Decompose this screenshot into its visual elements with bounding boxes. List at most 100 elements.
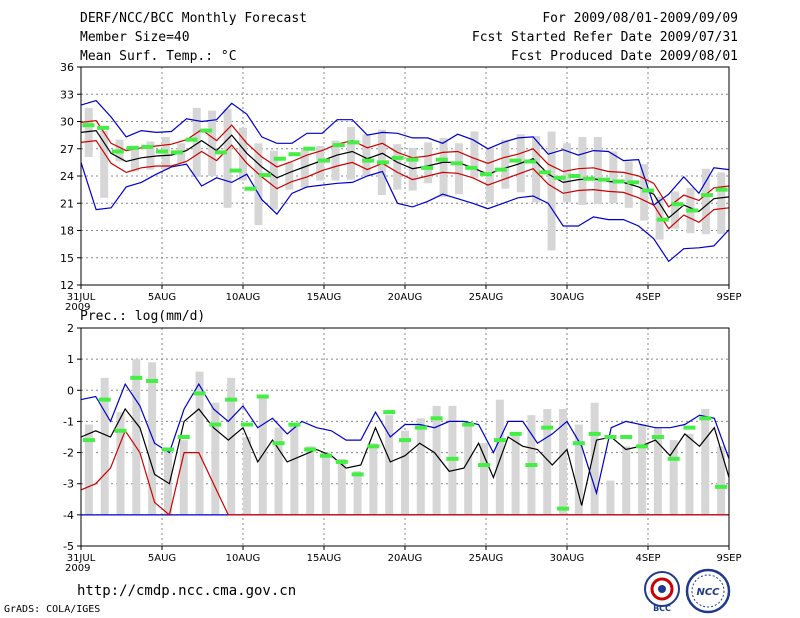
temperature-range-bar (300, 149, 309, 188)
temperature-obs-mark (229, 168, 242, 173)
temperature-variable-label: Mean Surf. Temp.: °C (80, 49, 237, 64)
precipitation-obs-mark (478, 463, 491, 468)
temperature-range-bar (578, 136, 587, 206)
precipitation-lower-line (80, 429, 729, 516)
precipitation-obs-mark (509, 431, 522, 436)
temperature-lower-line (80, 139, 730, 230)
precipitation-range-bar (274, 427, 283, 515)
forecast-start-date-label: Fcst Started Refer Date 2009/07/31 (471, 30, 738, 45)
temperature-obs-mark (170, 150, 183, 155)
precipitation-obs-mark (636, 444, 649, 449)
temperature-ytick-label: 18 (60, 225, 74, 238)
ncc-logo-text: NCC (696, 587, 720, 598)
precipitation-range-bar (242, 437, 251, 515)
temperature-xtick-label: 15AUG (307, 292, 342, 303)
source-url[interactable]: http://cmdp.ncc.cma.gov.cn (77, 583, 297, 599)
temperature-obs-mark (259, 173, 272, 178)
temperature-panel: 12 15 18 21 24 27 30 33 36 31JUL 5AUG 10AUG 15AUG 20A… (60, 61, 742, 313)
temperature-obs-mark (612, 179, 625, 184)
precipitation-obs-mark (114, 428, 127, 433)
chart-product-title: DERF/NCC/BCC Monthly Forecast (80, 11, 307, 26)
precipitation-range-bar (464, 424, 473, 515)
temperature-range-bar (285, 162, 294, 190)
temperature-range-bar (424, 142, 433, 184)
temperature-range-bar (146, 141, 155, 170)
precipitation-obs-mark (256, 394, 269, 399)
temperature-range-bar (547, 131, 556, 251)
temperature-range-bar (100, 130, 109, 198)
precipitation-range-bar (211, 402, 220, 515)
temperature-obs-mark (597, 177, 610, 182)
precipitation-range-bar (195, 371, 204, 515)
precipitation-obs-mark (335, 459, 348, 464)
temperature-range-bar (563, 143, 571, 203)
temperature-range-bar (316, 146, 325, 181)
precipitation-obs-mark (588, 431, 601, 436)
temperature-obs-mark (538, 170, 551, 175)
temperature-xtick-label: 20AUG (388, 292, 423, 303)
precipitation-obs-mark (683, 425, 696, 430)
temperature-xtick-label: 9SEP (716, 292, 741, 303)
precipitation-xtick-label: 4SEP (635, 553, 660, 564)
temperature-range-bar (609, 151, 618, 204)
temperature-obs-mark (494, 167, 507, 172)
temperature-obs-mark (332, 143, 345, 148)
temperature-obs-mark (480, 172, 492, 177)
temperature-xyear-label: 2009 (65, 302, 90, 313)
precipitation-obs-mark (351, 472, 364, 477)
temperature-range-bar (593, 136, 602, 205)
temperature-ytick-label: 33 (60, 88, 74, 101)
temperature-obs-mark (406, 157, 419, 162)
temperature-obs-mark (347, 140, 360, 145)
precipitation-range-bar (685, 433, 694, 515)
precipitation-obs-mark (288, 422, 301, 427)
temperature-range-bar (439, 137, 448, 197)
temperature-obs-mark (509, 158, 522, 163)
precipitation-obs-mark (446, 456, 459, 461)
precipitation-obs-mark (493, 438, 506, 443)
temperature-range-bar (239, 127, 247, 181)
temperature-obs-mark (465, 165, 478, 170)
precipitation-range-bar (511, 433, 520, 515)
precipitation-ytick-label: 1 (67, 353, 74, 366)
precipitation-range-bar (84, 424, 93, 515)
precipitation-obs-mark (414, 425, 427, 430)
precipitation-obs-mark (572, 441, 585, 446)
precipitation-range-bar (116, 412, 125, 515)
precipitation-range-bar (669, 440, 678, 515)
precipitation-range-bar (132, 359, 141, 515)
precipitation-range-bar (148, 362, 157, 515)
temperature-range-bar (624, 161, 633, 208)
temperature-obs-mark (553, 175, 566, 180)
precipitation-obs-mark (367, 444, 380, 449)
temperature-obs-mark (450, 161, 463, 166)
member-size-label: Member Size=40 (80, 30, 190, 45)
precipitation-variable-label: Prec.: log(mm/d) (80, 309, 206, 324)
precipitation-range-bar (543, 408, 552, 515)
temperature-obs-mark (671, 202, 684, 207)
precipitation-max-line (80, 382, 730, 496)
precipitation-obs-mark (541, 425, 554, 430)
temperature-obs-mark (421, 165, 434, 170)
temperature-obs-mark (244, 186, 257, 191)
bcc-logo: BCC (644, 571, 680, 613)
temperature-obs-mark (391, 155, 404, 160)
precipitation-obs-mark (651, 435, 664, 439)
precipitation-range-bar (432, 405, 441, 515)
precipitation-range-bar (385, 415, 394, 515)
temperature-range-bar (470, 131, 479, 178)
precipitation-obs-mark (699, 416, 712, 421)
precipitation-range-bar (638, 424, 647, 515)
precipitation-ytick-label: -2 (63, 447, 74, 460)
temperature-xtick-label: 30AUG (550, 292, 585, 303)
temperature-obs-mark (126, 145, 139, 150)
precipitation-range-bar (416, 418, 425, 515)
temperature-range-bar (254, 143, 263, 226)
temperature-range-bar (84, 107, 93, 157)
precipitation-obs-mark (462, 422, 475, 427)
precipitation-obs-mark (225, 397, 238, 402)
precipitation-mean-line (80, 407, 730, 506)
temperature-range-bar (331, 140, 340, 181)
precipitation-obs-mark (383, 410, 396, 415)
